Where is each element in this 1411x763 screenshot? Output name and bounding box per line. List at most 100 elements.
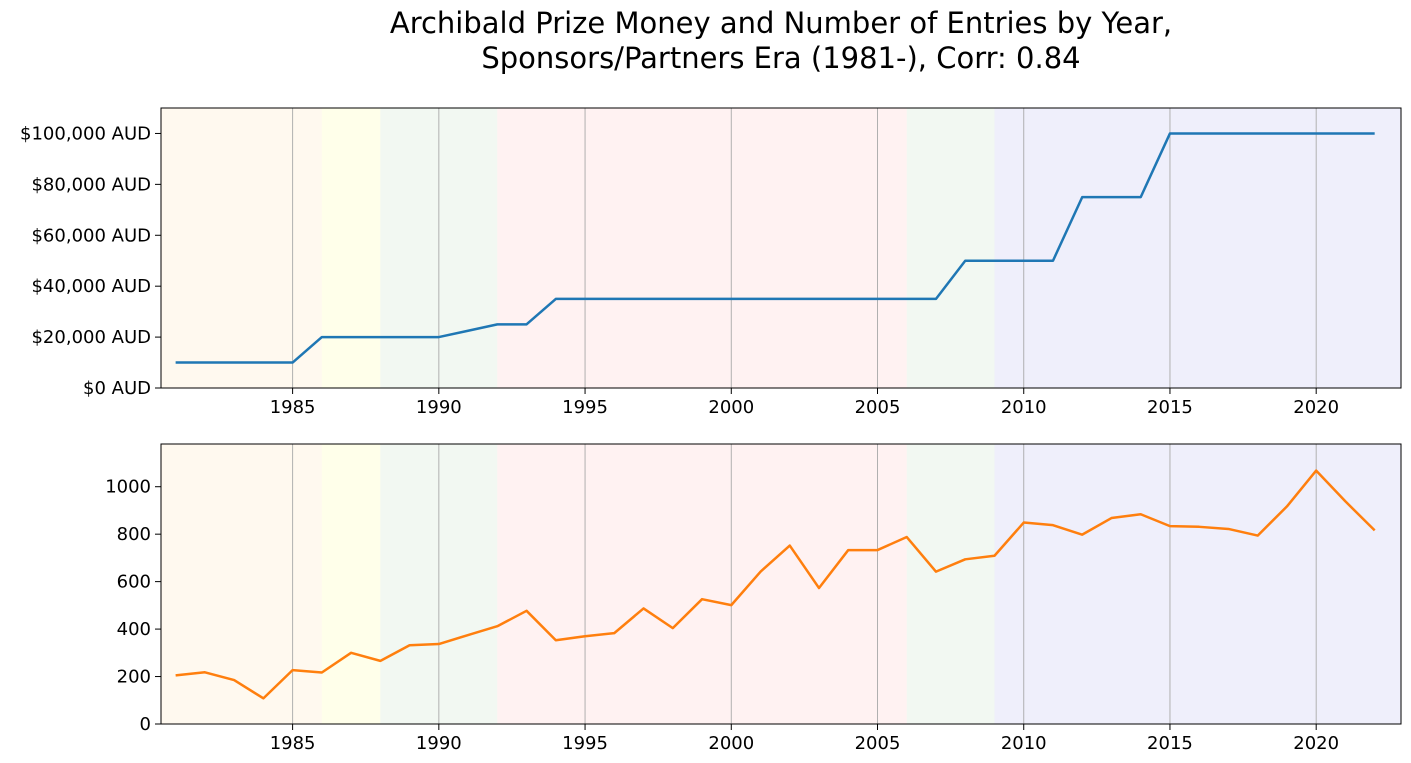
entries-point-2006 [905,535,909,539]
prize-point-2007 [934,297,938,301]
prize-point-1992 [495,322,499,326]
x-tick-label-1995: 1995 [562,733,608,754]
y-tick-label-20000: $20,000 AUD [31,327,151,348]
entries-point-2018 [1256,534,1260,538]
x-tick-label-2020: 2020 [1293,733,1339,754]
x-tick-label-1990: 1990 [416,733,462,754]
entries-point-1989 [408,643,412,647]
entries-point-2021 [1343,499,1347,503]
entries-point-2011 [1051,523,1055,527]
entries-point-2020 [1314,469,1318,473]
prize-point-2002 [788,297,792,301]
prize-point-1984 [261,361,265,365]
chart-title-line-2: Sponsors/Partners Era (1981-), Corr: 0.8… [481,41,1080,75]
x-tick-label-2005: 2005 [855,733,901,754]
entries-point-1993 [525,609,529,613]
y-tick-label-40000: $40,000 AUD [31,276,151,297]
period-shade-1 [321,108,381,388]
y-tick-label-0: 0 [140,714,151,735]
entries-point-2014 [1139,512,1143,516]
entries-point-2019 [1285,504,1289,508]
entries-point-2000 [729,603,733,607]
prize-point-1999 [700,297,704,301]
period-shade-0 [161,108,322,388]
prize-point-1985 [291,361,295,365]
plot-frame [160,443,1402,725]
entries-series-line [175,469,1376,700]
entries-point-1995 [583,634,587,638]
entries-point-1998 [671,626,675,630]
chart-title-line-1: Archibald Prize Money and Number of Entr… [390,6,1172,40]
entries-point-1991 [466,633,470,637]
x-tick-label-2000: 2000 [708,397,754,418]
prize-point-1982 [203,361,207,365]
prize-series-line [175,132,1375,364]
prize-point-2000 [729,297,733,301]
y-tick-label-0: $0 AUD [83,378,151,399]
prize-point-2021 [1343,131,1347,135]
entries-point-2009 [992,554,996,558]
x-tick-label-2020: 2020 [1293,397,1339,418]
entries-point-1983 [232,678,236,682]
prize-point-2018 [1256,131,1260,135]
entries-point-2012 [1080,533,1084,537]
entries-panel: 1985 1990 1995 2000 2005 2010 2015 2020 0 200 400 6… [105,443,1402,754]
prize-point-2011 [1051,259,1055,263]
x-tick-label-1995: 1995 [562,397,608,418]
x-tick-label-2015: 2015 [1147,733,1193,754]
period-shade-4 [906,444,995,724]
prize-point-2008 [963,259,967,263]
prize-point-2015 [1168,131,1172,135]
prize-point-2003 [817,297,821,301]
prize-money-panel: 1985 1990 1995 2000 2005 2010 2015 2020 $0 AUD $2… [20,107,1402,418]
prize-point-1994 [554,297,558,301]
prize-point-2022 [1373,131,1377,135]
entries-point-2016 [1197,525,1201,529]
entries-point-2010 [1022,521,1026,525]
entries-point-2008 [963,557,967,561]
prize-point-2017 [1226,131,1230,135]
x-tick-label-2005: 2005 [855,397,901,418]
y-tick-label-400: 400 [117,619,151,640]
x-tick-label-1985: 1985 [270,733,316,754]
x-tick-label-2000: 2000 [708,733,754,754]
prize-point-1983 [232,361,236,365]
y-tick-label-200: 200 [117,667,151,688]
prize-point-1991 [466,329,470,333]
period-shade-3 [497,444,907,724]
prize-point-2009 [992,259,996,263]
entries-point-1982 [203,670,207,674]
prize-point-1995 [583,297,587,301]
prize-point-1990 [437,335,441,339]
prize-point-1997 [642,297,646,301]
x-tick-label-2010: 2010 [1001,397,1047,418]
entries-point-1999 [700,597,704,601]
prize-point-2010 [1022,259,1026,263]
period-shade-3 [497,108,907,388]
entries-point-2017 [1226,527,1230,531]
entries-point-1984 [261,696,265,700]
entries-point-2005 [876,548,880,552]
prize-point-1988 [378,335,382,339]
x-tick-label-2015: 2015 [1147,397,1193,418]
x-tick-label-1990: 1990 [416,397,462,418]
entries-point-1992 [495,624,499,628]
entries-point-2007 [934,570,938,574]
y-tick-label-800: 800 [117,524,151,545]
entries-point-1994 [554,638,558,642]
entries-point-2002 [788,544,792,548]
y-tick-label-1000: 1000 [105,477,151,498]
period-shade-0 [161,444,322,724]
period-shade-5 [994,444,1401,724]
prize-point-1981 [174,361,178,365]
prize-point-2019 [1285,131,1289,135]
entries-point-2003 [817,586,821,590]
entries-point-1990 [437,642,441,646]
y-tick-label-100000: $100,000 AUD [20,123,151,144]
entries-point-1988 [378,659,382,663]
prize-point-2001 [759,297,763,301]
x-tick-label-2010: 2010 [1001,733,1047,754]
period-shade-4 [906,108,995,388]
entries-point-2022 [1373,528,1377,532]
